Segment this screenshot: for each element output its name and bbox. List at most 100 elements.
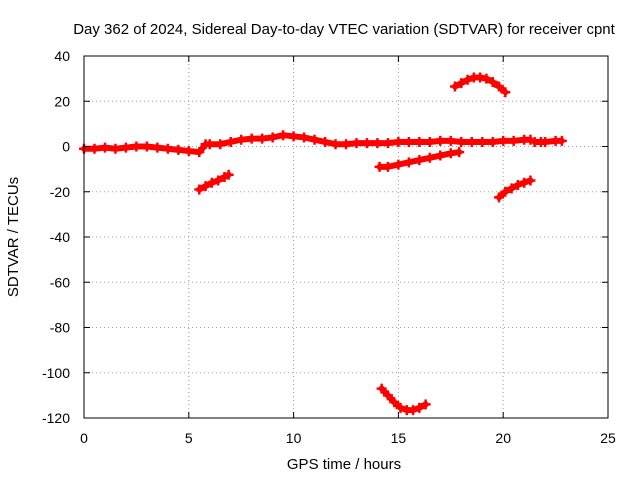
series-main-track [79,130,536,158]
data-point [89,143,100,154]
data-point [341,139,351,150]
data-point [445,148,456,159]
y-tick-label: -80 [50,320,70,336]
data-point [512,179,523,190]
data-point [246,133,257,144]
data-point [506,183,517,194]
x-axis-label: GPS time / hours [287,456,401,473]
data-point [382,161,393,172]
data-point [414,155,425,166]
data-point [99,142,110,153]
x-tick-label: 15 [391,430,407,446]
data-point [320,136,331,147]
data-point [299,132,310,143]
data-point [498,135,509,146]
data-point [519,177,530,188]
x-tick-label: 20 [495,430,511,446]
data-point [278,130,289,141]
data-point [462,74,473,85]
data-point [162,143,173,154]
y-axis-label: SDTVAR / TECUs [5,177,22,297]
series-short-track-c [494,175,536,203]
x-tick-label: 25 [600,430,616,446]
data-point [389,397,400,408]
data-point [487,77,498,88]
data-point [395,402,406,413]
y-tick-label: 40 [54,48,70,64]
data-point [374,161,385,172]
y-tick-label: 0 [62,139,70,155]
y-tick-label: -20 [50,184,70,200]
data-point [236,134,247,145]
data-point [194,184,205,195]
data-point [500,87,511,98]
data-point [223,169,234,180]
y-tick-label: -120 [42,410,70,426]
data-point [351,138,362,149]
data-point [141,141,152,152]
data-point [414,136,425,147]
data-point [487,136,498,147]
data-point [500,186,511,197]
data-point [435,150,446,161]
data-point [120,142,131,153]
data-point [309,134,320,145]
y-tick-label: 20 [54,93,70,109]
series-arc-high [449,72,511,98]
data-point [556,135,567,146]
data-point [420,399,431,410]
data-point [382,390,393,401]
data-point [204,139,215,150]
axis-layer: 0 5 10 15 20 25 40 20 0 -20 -40 -60 -80 -100 -120 [42,48,616,446]
x-tick-label: 5 [185,430,193,446]
data-point [213,175,224,186]
data-point [454,147,465,158]
data-point [494,192,505,203]
data-point [376,383,387,394]
data-point [110,143,121,154]
data-point [456,136,467,147]
data-point [449,81,460,92]
series-late-dashes [529,135,567,147]
y-tick-label: -60 [50,274,70,290]
y-tick-label: -100 [42,365,70,381]
data-point [288,131,299,142]
chart-title: Day 362 of 2024, Sidereal Day-to-day VTE… [73,21,615,38]
data-point [466,136,477,147]
data-point [382,138,393,149]
data-point [183,146,194,157]
series-short-track-a [194,169,234,195]
data-point [393,136,404,147]
data-point [403,136,414,147]
data-point [131,141,142,152]
data-point [408,405,419,416]
data-point [424,152,435,163]
y-tick-label: -40 [50,229,70,245]
data-point [403,157,414,168]
data-point [456,78,467,89]
data-point [152,142,163,153]
data-point [200,181,211,192]
data-point [435,135,446,146]
data-point [225,136,236,147]
data-point [194,147,205,158]
data-point [508,135,519,146]
data-series-layer [79,72,567,416]
data-point [477,136,488,147]
data-point [372,138,383,149]
x-tick-label: 10 [286,430,302,446]
data-point [361,138,372,149]
x-tick-label: 0 [80,430,88,446]
data-point [540,136,551,147]
series-short-track-b [374,147,465,172]
data-point [330,139,341,150]
data-point [525,175,536,186]
data-point [393,159,404,170]
data-point [267,132,278,143]
data-point [481,73,492,84]
data-point [215,139,226,150]
data-point [494,81,505,92]
series-deep-arc [376,383,431,416]
